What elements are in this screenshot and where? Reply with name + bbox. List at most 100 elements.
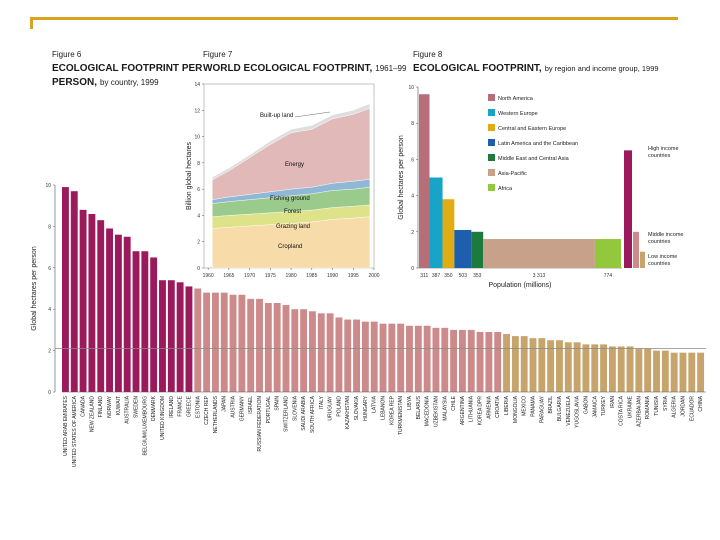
fig6-bar bbox=[556, 340, 563, 392]
fig6-bar bbox=[150, 257, 158, 392]
fig6-bar bbox=[573, 342, 581, 392]
fig6-y-axis-label: Global hectares per person bbox=[31, 246, 38, 331]
fig8-legend-swatch bbox=[488, 169, 495, 176]
fig6-country-label: POLAND bbox=[336, 396, 342, 417]
fig6-bar bbox=[353, 319, 361, 392]
fig6-country-label: MACEDONIA bbox=[425, 395, 431, 426]
fig7-label-builtup: Built-up land bbox=[260, 113, 293, 119]
fig6-country-label: ROMANIA bbox=[645, 395, 651, 419]
fig6-bar bbox=[256, 298, 263, 392]
fig6-bar bbox=[370, 321, 378, 392]
fig8-title: ECOLOGICAL FOOTPRINT, by region and incom… bbox=[413, 63, 659, 74]
fig6-country-label: PANAMA bbox=[531, 395, 537, 416]
fig6-country-label: LEBANON bbox=[381, 396, 387, 420]
fig7-title-suffix: 1961–99 bbox=[375, 64, 407, 73]
fig6-bar bbox=[547, 340, 555, 392]
fig7-label-fishing: Fishing ground bbox=[270, 196, 310, 202]
fig6-country-label: ALGERIA bbox=[672, 395, 678, 417]
fig7-x-tick-label: 1965 bbox=[223, 273, 234, 279]
fig6-bar bbox=[494, 331, 502, 392]
fig6-bar bbox=[564, 342, 572, 392]
fig6-country-label: SWITZERLAND bbox=[283, 396, 289, 432]
fig7-number: Figure 7 bbox=[203, 50, 233, 59]
fig7-x-tick-label: 2000 bbox=[368, 273, 379, 279]
fig8-y-tick-label: 2 bbox=[411, 230, 414, 236]
fig6-y-tick-label: 8 bbox=[48, 224, 51, 230]
fig6-bar bbox=[264, 302, 272, 392]
fig7-title-main: WORLD ECOLOGICAL FOOTPRINT, bbox=[203, 63, 372, 74]
fig6-country-label: SOUTH AFRICA bbox=[310, 395, 316, 433]
fig6-country-label: NEW ZEALAND bbox=[89, 396, 95, 433]
fig6-country-label: KOREA DPR bbox=[478, 396, 484, 426]
fig6-bar bbox=[211, 292, 219, 392]
fig8-y-tick-label: 8 bbox=[411, 121, 414, 127]
fig7-y-axis-label: Billion global hectares bbox=[186, 141, 193, 210]
fig8-region-bar bbox=[442, 199, 455, 268]
fig7-y-tick-label: 4 bbox=[197, 213, 200, 219]
fig6-country-label: BULGARIA bbox=[557, 395, 563, 421]
fig6-bar bbox=[176, 282, 184, 392]
fig6-y-tick-label: 0 bbox=[48, 390, 51, 396]
fig6-chart: 0 2 4 6 8 10 Global hectares per person UNITED … bbox=[31, 183, 706, 467]
fig8-legend-swatch bbox=[488, 139, 495, 146]
fig6-bar bbox=[626, 346, 634, 392]
fig6-bar bbox=[123, 236, 131, 392]
fig6-country-label: IRELAND bbox=[169, 396, 175, 418]
fig8-y-tick-label: 4 bbox=[411, 194, 414, 200]
fig6-country-label: FRANCE bbox=[178, 395, 184, 416]
fig7-y-tick-label: 0 bbox=[197, 266, 200, 272]
fig8-title-suffix: by region and income group, 1999 bbox=[545, 64, 659, 73]
fig8-income-label: High income bbox=[648, 146, 679, 152]
fig6-country-label: CANADA bbox=[81, 395, 87, 417]
fig6-bar bbox=[326, 313, 334, 392]
fig6-country-label: ISRAEL bbox=[248, 396, 254, 414]
fig8-region-bar bbox=[454, 229, 472, 268]
fig6-bar bbox=[397, 323, 405, 392]
fig6-country-label: SAUDI ARABIA bbox=[301, 395, 307, 430]
fig6-country-label: CHILE bbox=[451, 395, 457, 410]
fig6-country-label: NORWAY bbox=[107, 395, 113, 418]
fig6-bar bbox=[379, 323, 387, 392]
fig7-builtup-leader bbox=[294, 111, 331, 118]
fig6-bar bbox=[600, 344, 608, 392]
fig6-title-suffix: by country, 1999 bbox=[100, 78, 159, 87]
fig8-legend-label: Central and Eastern Europe bbox=[498, 126, 566, 132]
fig6-bar bbox=[388, 323, 396, 392]
fig8-legend-label: Middle East and Central Asia bbox=[498, 156, 570, 162]
fig6-country-label: VENEZUELA bbox=[566, 395, 572, 425]
fig6-country-label: LITHUANIA bbox=[469, 395, 475, 422]
fig6-bar bbox=[132, 251, 140, 392]
fig6-bar bbox=[608, 346, 616, 392]
fig6-bar bbox=[538, 338, 546, 392]
fig6-bar bbox=[503, 334, 510, 392]
fig6-y-tick-label: 2 bbox=[48, 349, 51, 355]
fig6-bar bbox=[511, 336, 519, 392]
fig8-region-bar bbox=[483, 239, 595, 268]
fig8-population-label: 3 313 bbox=[533, 273, 546, 279]
fig6-country-label: UZBEKISTAN bbox=[433, 396, 439, 427]
fig6-bar bbox=[617, 346, 625, 392]
fig8-y-axis-label: Global hectares per person bbox=[398, 135, 405, 220]
fig7-x-tick-label: 1985 bbox=[306, 273, 317, 279]
fig8-population-label: 774 bbox=[604, 273, 613, 279]
fig6-country-label: MONGOLIA bbox=[513, 395, 519, 423]
slide-left-rule bbox=[30, 17, 33, 29]
fig6-country-label: CZECH REP bbox=[204, 395, 210, 425]
fig8-legend-swatch bbox=[488, 94, 495, 101]
fig6-country-label: ITALY bbox=[319, 395, 325, 409]
fig6-country-label: AUSTRIA bbox=[231, 395, 237, 417]
fig7-chart: 0 2 4 6 8 10 12 14 1960 1965 1970 1975 1980 1985 1990 1… bbox=[186, 82, 380, 279]
fig8-title-main: ECOLOGICAL FOOTPRINT, bbox=[413, 63, 542, 74]
fig6-bar bbox=[309, 311, 316, 392]
fig6-bar bbox=[159, 280, 166, 392]
fig7-y-tick-label: 8 bbox=[197, 161, 200, 167]
fig7-x-tick-label: 1995 bbox=[348, 273, 359, 279]
fig8-legend-label: Asia-Pacific bbox=[498, 171, 527, 177]
fig6-country-label: ESTONIA bbox=[195, 395, 201, 418]
fig6-y-tick-label: 10 bbox=[45, 183, 51, 189]
fig7-y-tick-label: 10 bbox=[194, 135, 200, 141]
fig8-y-tick-label: 10 bbox=[408, 85, 414, 91]
fig6-bar bbox=[141, 251, 149, 392]
fig6-bar bbox=[344, 319, 352, 392]
fig7-y-tick-label: 12 bbox=[194, 108, 200, 114]
